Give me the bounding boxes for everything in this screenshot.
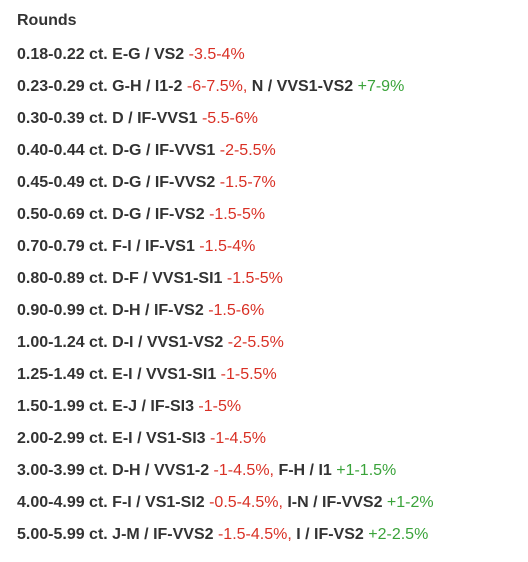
price-decrease-value: -0.5-4.5%,	[209, 494, 283, 511]
price-decrease-value: -1.5-7%	[219, 174, 276, 191]
list-item: 4.00-4.99 ct. F-I / VS1-SI2 -0.5-4.5%, I…	[17, 492, 434, 524]
price-change-list: 0.18-0.22 ct. E-G / VS2 -3.5-4% 0.23-0.29…	[17, 44, 434, 556]
price-decrease-value: -3.5-4%	[188, 46, 245, 63]
list-item: 0.80-0.89 ct. D-F / VVS1-SI1 -1.5-5%	[17, 268, 434, 300]
price-increase-value: +1-1.5%	[336, 462, 397, 479]
list-item: 0.18-0.22 ct. E-G / VS2 -3.5-4%	[17, 44, 434, 76]
price-decrease-value: -1-5.5%	[220, 366, 277, 383]
list-item: 2.00-2.99 ct. E-I / VS1-SI3 -1-4.5%	[17, 428, 434, 460]
price-decrease-value: -1-5%	[198, 398, 242, 415]
size-grade-label: 4.00-4.99 ct. F-I / VS1-SI2	[17, 494, 210, 511]
price-decrease-value: -2-5.5%	[219, 142, 276, 159]
size-grade-label: 0.23-0.29 ct. G-H / I1-2	[17, 78, 187, 95]
size-grade-label: I / IF-VS2	[291, 526, 369, 543]
list-item: 0.40-0.44 ct. D-G / IF-VVS1 -2-5.5%	[17, 140, 434, 172]
price-decrease-value: -1.5-4.5%,	[217, 526, 292, 543]
size-grade-label: 1.00-1.24 ct. D-I / VVS1-VS2	[17, 334, 228, 351]
list-item: 0.90-0.99 ct. D-H / IF-VS2 -1.5-6%	[17, 300, 434, 332]
size-grade-label: 0.18-0.22 ct. E-G / VS2	[17, 46, 189, 63]
price-increase-value: +1-2%	[386, 494, 434, 511]
size-grade-label: 0.90-0.99 ct. D-H / IF-VS2	[17, 302, 209, 319]
size-grade-label: I-N / IF-VVS2	[282, 494, 387, 511]
list-item: 3.00-3.99 ct. D-H / VVS1-2 -1-4.5%, F-H …	[17, 460, 434, 492]
size-grade-label: 0.40-0.44 ct. D-G / IF-VVS1	[17, 142, 220, 159]
size-grade-label: 0.45-0.49 ct. D-G / IF-VVS2	[17, 174, 220, 191]
list-item: 0.23-0.29 ct. G-H / I1-2 -6-7.5%, N / VV…	[17, 76, 434, 108]
list-item: 0.30-0.39 ct. D / IF-VVS1 -5.5-6%	[17, 108, 434, 140]
size-grade-label: 0.80-0.89 ct. D-F / VVS1-SI1	[17, 270, 227, 287]
list-item: 1.00-1.24 ct. D-I / VVS1-VS2 -2-5.5%	[17, 332, 434, 364]
size-grade-label: 5.00-5.99 ct. J-M / IF-VVS2	[17, 526, 218, 543]
price-decrease-value: -1-4.5%	[209, 430, 267, 447]
size-grade-label: 0.30-0.39 ct. D / IF-VVS1	[17, 110, 202, 127]
size-grade-label: 3.00-3.99 ct. D-H / VVS1-2	[17, 462, 214, 479]
price-decrease-value: -1.5-6%	[208, 302, 265, 319]
size-grade-label: 0.50-0.69 ct. D-G / IF-VS2	[17, 206, 210, 223]
section-heading: Rounds	[17, 12, 77, 29]
list-item: 0.50-0.69 ct. D-G / IF-VS2 -1.5-5%	[17, 204, 434, 236]
size-grade-label: 1.25-1.49 ct. E-I / VVS1-SI1	[17, 366, 221, 383]
size-grade-label: F-H / I1	[274, 462, 337, 479]
price-decrease-value: -1.5-5%	[226, 270, 283, 287]
price-decrease-value: -2-5.5%	[227, 334, 284, 351]
list-item: 5.00-5.99 ct. J-M / IF-VVS2 -1.5-4.5%, I…	[17, 524, 434, 556]
size-grade-label: 2.00-2.99 ct. E-I / VS1-SI3	[17, 430, 210, 447]
price-increase-value: +7-9%	[357, 78, 405, 95]
list-item: 1.25-1.49 ct. E-I / VVS1-SI1 -1-5.5%	[17, 364, 434, 396]
price-decrease-value: -6-7.5%,	[186, 78, 248, 95]
price-increase-value: +2-2.5%	[368, 526, 429, 543]
price-decrease-value: -1.5-4%	[199, 238, 256, 255]
size-grade-label: 0.70-0.79 ct. F-I / IF-VS1	[17, 238, 200, 255]
price-decrease-value: -5.5-6%	[201, 110, 258, 127]
list-item: 0.70-0.79 ct. F-I / IF-VS1 -1.5-4%	[17, 236, 434, 268]
size-grade-label: N / VVS1-VS2	[247, 78, 358, 95]
list-item: 1.50-1.99 ct. E-J / IF-SI3 -1-5%	[17, 396, 434, 428]
size-grade-label: 1.50-1.99 ct. E-J / IF-SI3	[17, 398, 199, 415]
price-decrease-value: -1-4.5%,	[213, 462, 274, 479]
price-decrease-value: -1.5-5%	[209, 206, 266, 223]
list-item: 0.45-0.49 ct. D-G / IF-VVS2 -1.5-7%	[17, 172, 434, 204]
